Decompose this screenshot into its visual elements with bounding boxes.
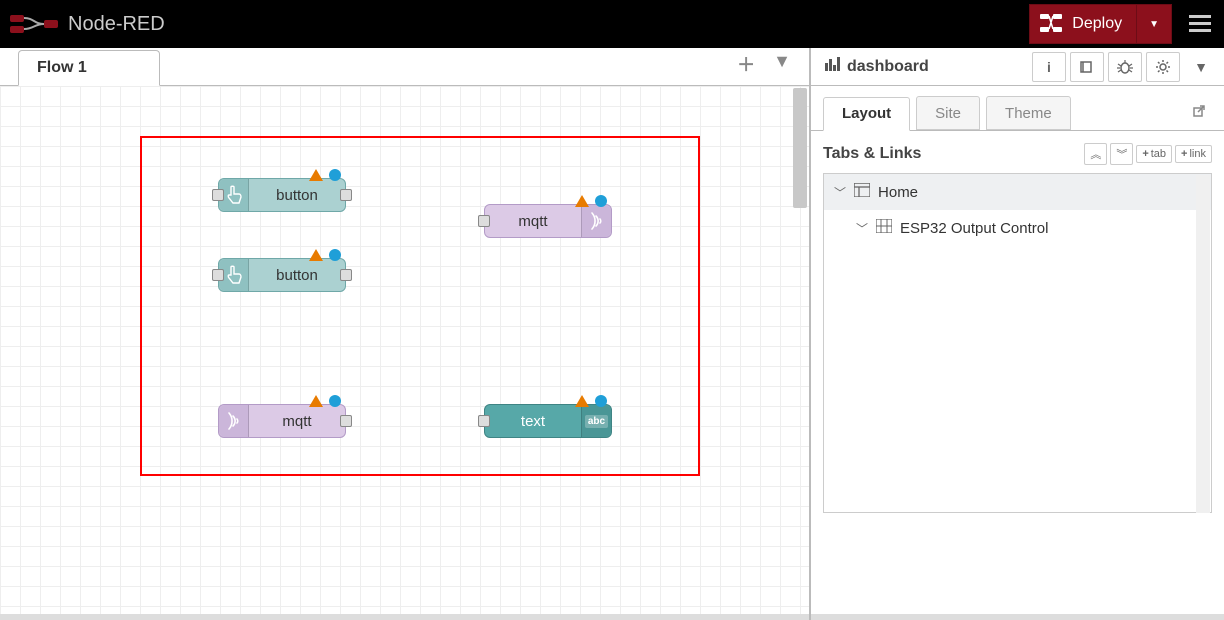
flow-node-label: button [249, 187, 345, 204]
app-header: Node-RED Deploy ▼ [0, 0, 1224, 48]
tabs-links-title: Tabs & Links [823, 145, 1081, 163]
tree-row-label: ESP32 Output Control [900, 220, 1048, 237]
flow-node-mqtt_out[interactable]: mqtt [484, 204, 612, 238]
sidebar-header: dashboard i ▼ [811, 48, 1224, 86]
flow-node-ui_button[interactable]: button [218, 178, 346, 212]
deploy-button[interactable]: Deploy ▼ [1029, 4, 1172, 44]
canvas-wrap: button button mqtt mqtt textabc [0, 86, 809, 614]
flow-canvas[interactable]: button button mqtt mqtt textabc [0, 86, 809, 614]
node-port-right[interactable] [340, 189, 352, 201]
node-port-right[interactable] [340, 415, 352, 427]
app-title: Node-RED [68, 13, 165, 36]
flow-tab-label: Flow 1 [37, 59, 87, 77]
flow-tab-actions: ＋ ▼ [737, 51, 809, 85]
node-undeployed-icon [595, 195, 607, 207]
flow-node-ui_text[interactable]: textabc [484, 404, 612, 438]
main-area: Flow 1 ＋ ▼ button button mqtt mqtt textabc d… [0, 48, 1224, 620]
flow-node-label: mqtt [485, 213, 581, 230]
tree-row-group[interactable]: ﹀ ESP32 Output Control [824, 210, 1211, 246]
workspace-resize-handle[interactable] [0, 614, 809, 620]
dashboard-tab-theme[interactable]: Theme [986, 96, 1071, 130]
canvas-scrollbar[interactable] [793, 88, 807, 208]
flow-node-label: mqtt [249, 413, 345, 430]
deploy-button-main[interactable]: Deploy [1030, 5, 1137, 43]
node-changed-icon [575, 395, 589, 407]
wifi-icon [581, 205, 611, 237]
dashboard-icon [825, 57, 841, 76]
deploy-dropdown-caret[interactable]: ▼ [1137, 19, 1171, 30]
node-undeployed-icon [329, 395, 341, 407]
sidebar-more-dropdown[interactable]: ▼ [1184, 52, 1218, 82]
tree-scrollbar[interactable] [1196, 175, 1210, 513]
sidebar-panel-title: dashboard [817, 57, 1028, 76]
collapse-all-button[interactable]: ︽ [1084, 143, 1107, 165]
node-undeployed-icon [329, 249, 341, 261]
node-red-logo-icon [10, 13, 58, 35]
flow-node-label: button [249, 267, 345, 284]
tree-row-tab[interactable]: ﹀ Home [824, 174, 1211, 210]
abc-icon: abc [581, 405, 611, 437]
dashboard-tab-label: Layout [842, 105, 891, 122]
dashboard-tab-label: Site [935, 105, 961, 122]
node-changed-icon [309, 249, 323, 261]
tree-toggle-icon[interactable]: ﹀ [834, 184, 846, 201]
layout-icon [854, 183, 870, 201]
tree-row-label: Home [878, 184, 918, 201]
workspace: Flow 1 ＋ ▼ button button mqtt mqtt textabc [0, 48, 810, 620]
sidebar: dashboard i ▼ Layout Site Theme Tabs [810, 48, 1224, 620]
sidebar-debug-button[interactable] [1108, 52, 1142, 82]
flow-tabs-row: Flow 1 ＋ ▼ [0, 48, 809, 86]
dashboard-tab-label: Theme [1005, 105, 1052, 122]
dashboard-tab-site[interactable]: Site [916, 96, 980, 130]
node-undeployed-icon [595, 395, 607, 407]
tabs-links-header: Tabs & Links ︽ ︾ +tab +link [811, 131, 1224, 173]
add-link-button[interactable]: +link [1175, 145, 1212, 163]
logo-area: Node-RED [0, 13, 165, 36]
sidebar-panel-title-text: dashboard [847, 58, 929, 76]
grid-icon [876, 219, 892, 237]
node-undeployed-icon [329, 169, 341, 181]
expand-all-button[interactable]: ︾ [1110, 143, 1133, 165]
node-port-left[interactable] [478, 415, 490, 427]
node-changed-icon [309, 169, 323, 181]
add-tab-button[interactable]: +tab [1136, 145, 1172, 163]
node-port-left[interactable] [212, 189, 224, 201]
node-changed-icon [309, 395, 323, 407]
node-changed-icon [575, 195, 589, 207]
flow-tab[interactable]: Flow 1 [18, 50, 160, 86]
sidebar-resize-handle[interactable] [811, 614, 1224, 620]
flow-node-ui_button[interactable]: button [218, 258, 346, 292]
sidebar-info-button[interactable]: i [1032, 52, 1066, 82]
node-port-left[interactable] [212, 269, 224, 281]
add-flow-button[interactable]: ＋ [737, 51, 755, 77]
dashboard-tree: ﹀ Home ﹀ ESP32 Output Control [823, 173, 1212, 513]
deploy-icon [1040, 14, 1062, 35]
dashboard-tab-layout[interactable]: Layout [823, 97, 910, 131]
deploy-label: Deploy [1072, 15, 1122, 33]
wifi-icon [219, 405, 249, 437]
sidebar-config-button[interactable] [1146, 52, 1180, 82]
flow-list-dropdown[interactable]: ▼ [773, 51, 791, 77]
flow-node-mqtt_in[interactable]: mqtt [218, 404, 346, 438]
node-port-right[interactable] [340, 269, 352, 281]
main-menu-button[interactable] [1176, 0, 1224, 48]
tree-toggle-icon[interactable]: ﹀ [856, 220, 868, 237]
flow-node-label: text [485, 413, 581, 430]
sidebar-help-button[interactable] [1070, 52, 1104, 82]
node-port-left[interactable] [478, 215, 490, 227]
open-dashboard-button[interactable] [1184, 104, 1212, 123]
dashboard-tabs: Layout Site Theme [811, 86, 1224, 131]
